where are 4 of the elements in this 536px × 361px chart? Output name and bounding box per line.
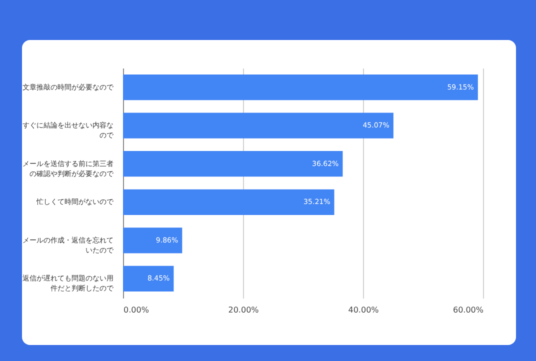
x-tick-label: 20.00%: [228, 306, 260, 314]
x-tick-label: 0.00%: [124, 306, 150, 314]
x-tick-label: 60.00%: [452, 306, 484, 314]
x-tick-label: 40.00%: [348, 306, 380, 314]
